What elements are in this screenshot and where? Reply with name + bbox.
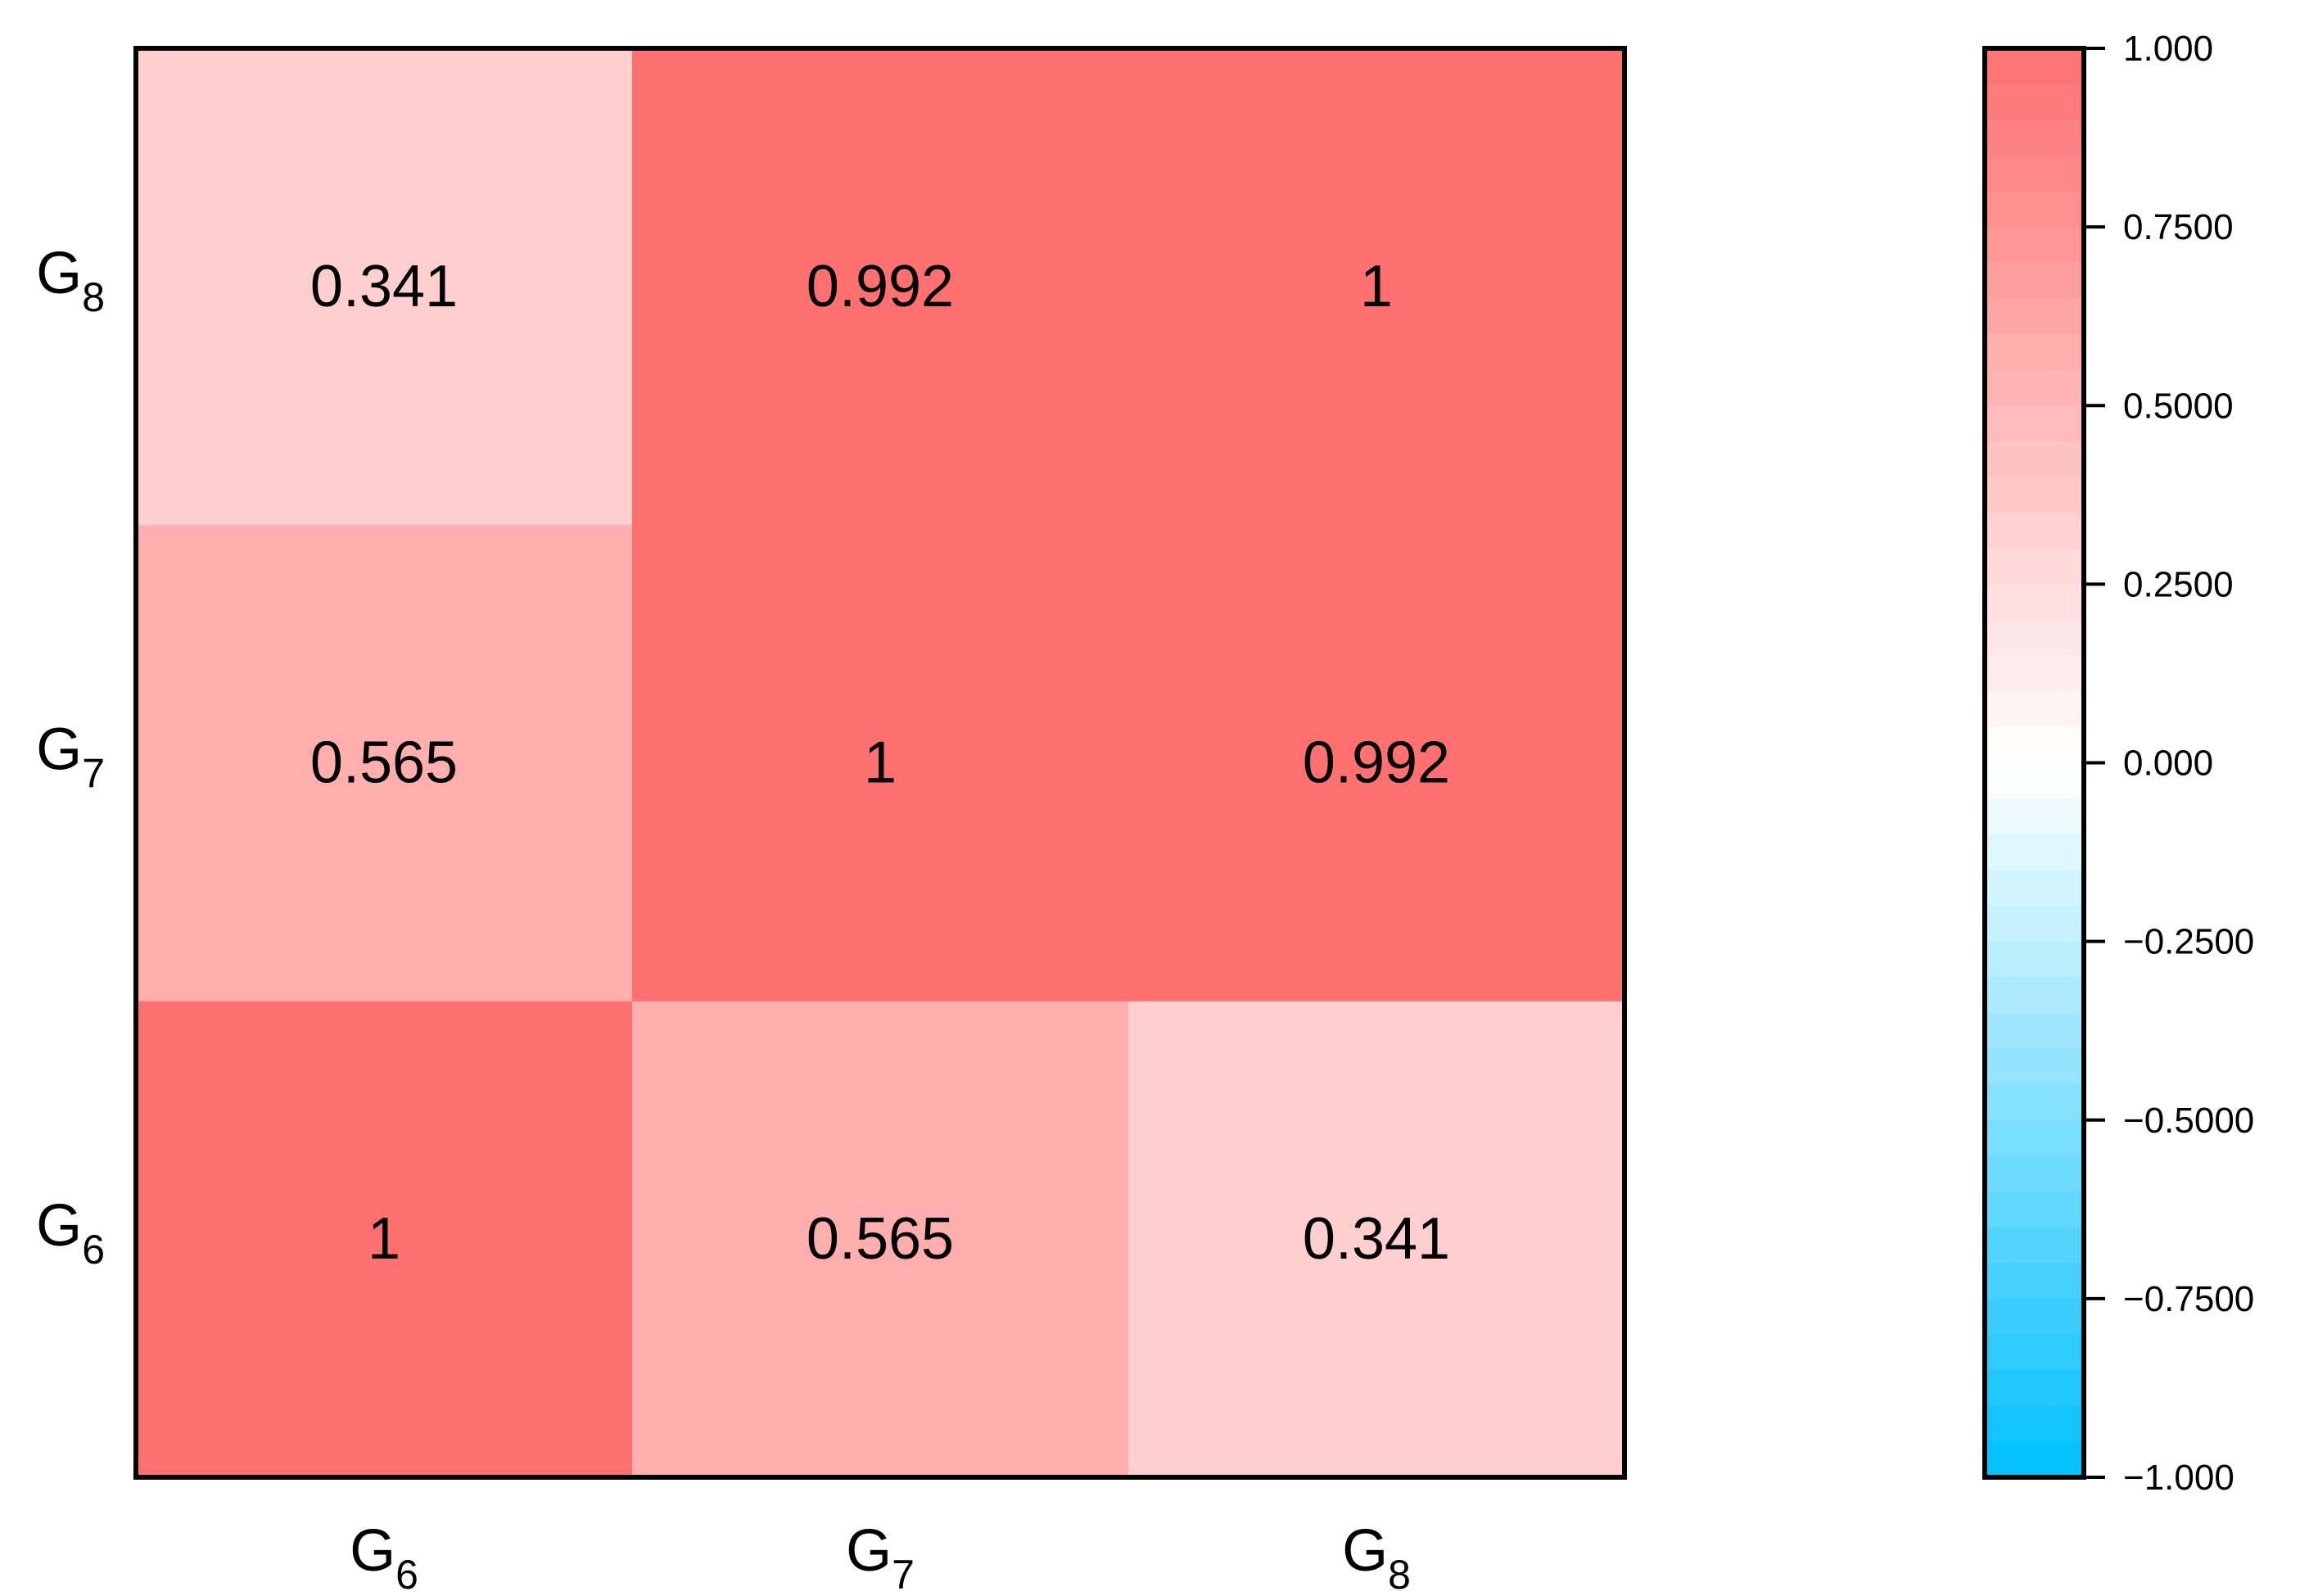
colorbar-tick-label-3: 0.2500 — [2123, 564, 2234, 604]
heatmap-cell-0-1 — [632, 1001, 1129, 1478]
x-tick-label-subscript: 8 — [1388, 1552, 1411, 1596]
colorbar-tick-label-1: 0.7500 — [2123, 207, 2234, 247]
colorbar: 1.000 0.7500 0.5000 0.2500 0.000 −0.2500 −0.50… — [1982, 29, 2254, 1498]
cell-value-label-2-2: 1 — [1360, 254, 1393, 319]
colorbar-segment — [1985, 906, 2084, 943]
colorbar-segment — [1985, 477, 2084, 513]
colorbar-segment — [1985, 548, 2084, 585]
colorbar-segment — [1985, 584, 2084, 621]
heatmap-cell-0-0 — [136, 1001, 633, 1478]
y-tick-label-subscript: 6 — [82, 1227, 105, 1273]
x-tick-label-subscript: 7 — [892, 1552, 915, 1596]
heatmap-cell-2-0 — [136, 48, 633, 526]
colorbar-segment — [1985, 1370, 2084, 1407]
colorbar-segment — [1985, 1263, 2084, 1300]
colorbar-segment — [1985, 369, 2084, 406]
colorbar-segment — [1985, 1227, 2084, 1264]
colorbar-segment — [1985, 120, 2084, 156]
colorbar-segment — [1985, 155, 2084, 192]
x-tick-label-base: G — [350, 1518, 395, 1584]
colorbar-segment — [1985, 1298, 2084, 1336]
x-tick-label-base: G — [1342, 1518, 1388, 1584]
colorbar-segment — [1985, 1155, 2084, 1192]
colorbar-segment — [1985, 726, 2084, 764]
cell-value-label-1-1: 1 — [864, 730, 897, 796]
y-tick-label-1: G7 — [36, 717, 105, 797]
cell-value-label-2-0: 0.341 — [310, 254, 458, 319]
colorbar-segment — [1985, 262, 2084, 299]
colorbar-segment — [1985, 298, 2084, 335]
colorbar-segment — [1985, 1119, 2084, 1156]
colorbar-segment — [1985, 441, 2084, 478]
colorbar-segment — [1985, 1405, 2084, 1442]
colorbar-segment — [1985, 655, 2084, 692]
colorbar-tick-label-6: −0.5000 — [2123, 1101, 2254, 1141]
plot-frame — [133, 46, 1627, 1480]
colorbar-segment — [1985, 762, 2084, 799]
heatmap-cell-0-2 — [1128, 1001, 1625, 1478]
colorbar-segment — [1985, 84, 2084, 120]
y-tick-label-subscript: 8 — [82, 274, 105, 320]
colorbar-segment — [1985, 834, 2084, 870]
cell-value-label-2-1: 0.992 — [807, 254, 954, 319]
heatmap-cells — [136, 48, 1625, 1478]
cell-value-label-1-2: 0.992 — [1303, 730, 1450, 796]
colorbar-segment — [1985, 1012, 2084, 1050]
y-tick-label-base: G — [36, 241, 82, 306]
colorbar-segment — [1985, 1191, 2084, 1228]
cell-value-label-1-0: 0.565 — [310, 730, 458, 796]
colorbar-tick-label-0: 1.000 — [2123, 29, 2213, 69]
colorbar-segment — [1985, 798, 2084, 835]
heatmap-cell-labels: 1 0.565 0.341 0.565 1 0.992 0.341 0.992 1 — [310, 254, 1450, 1272]
colorbar-segment — [1985, 620, 2084, 657]
y-tick-label-2: G8 — [36, 241, 105, 320]
colorbar-segment — [1985, 691, 2084, 728]
cell-value-label-0-0: 1 — [368, 1206, 400, 1272]
y-tick-label-base: G — [36, 1193, 82, 1259]
colorbar-tick-label-4: 0.000 — [2123, 744, 2213, 784]
colorbar-segment — [1985, 977, 2084, 1014]
colorbar-tick-label-8: −1.000 — [2123, 1458, 2234, 1498]
x-tick-label-0: G6 — [350, 1518, 418, 1596]
colorbar-segment — [1985, 334, 2084, 371]
x-tick-label-2: G8 — [1342, 1518, 1411, 1596]
x-tick-label-1: G7 — [846, 1518, 915, 1596]
colorbar-segment — [1985, 870, 2084, 907]
x-axis-labels: G6 G7 G8 — [350, 1518, 1411, 1596]
colorbar-segment — [1985, 941, 2084, 978]
colorbar-segment — [1985, 191, 2084, 228]
heatmap-cell-1-1 — [632, 524, 1129, 1001]
x-tick-label-subscript: 6 — [395, 1552, 418, 1596]
colorbar-segment — [1985, 405, 2084, 442]
heatmap-cell-2-1 — [632, 48, 1129, 526]
colorbar-segment — [1985, 227, 2084, 264]
x-tick-label-base: G — [846, 1518, 892, 1584]
colorbar-tick-label-7: −0.7500 — [2123, 1279, 2254, 1319]
colorbar-tick-label-5: −0.2500 — [2123, 922, 2254, 962]
colorbar-segment — [1985, 1441, 2084, 1478]
colorbar-segment — [1985, 1048, 2084, 1085]
y-tick-label-base: G — [36, 717, 82, 783]
heatmap-cell-1-2 — [1128, 524, 1625, 1001]
colorbar-segment — [1985, 513, 2084, 549]
colorbar-segment — [1985, 1084, 2084, 1121]
y-tick-label-subscript: 7 — [82, 751, 105, 797]
colorbar-segment — [1985, 1334, 2084, 1371]
heatmap-cell-1-0 — [136, 524, 633, 1001]
cell-value-label-0-2: 0.341 — [1303, 1206, 1450, 1272]
y-tick-label-0: G6 — [36, 1193, 105, 1273]
heatmap-cell-2-2 — [1128, 48, 1625, 526]
cell-value-label-0-1: 0.565 — [807, 1206, 954, 1272]
colorbar-tick-label-2: 0.5000 — [2123, 386, 2234, 426]
colorbar-segment — [1985, 48, 2084, 85]
